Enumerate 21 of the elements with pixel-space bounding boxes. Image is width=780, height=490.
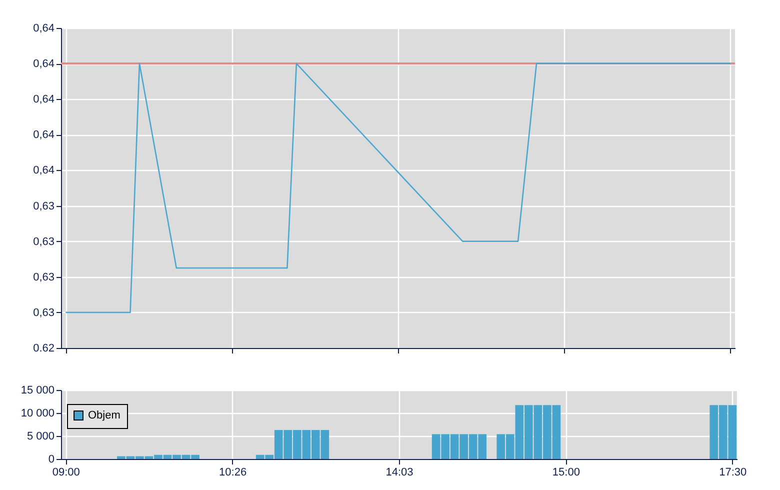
y-tick-label: 0,63	[33, 236, 54, 248]
y-tick-label: 10 000	[20, 408, 54, 420]
y-tick-label: 15 000	[20, 384, 54, 396]
line-series	[64, 62, 732, 314]
x-tick-label: 10:26	[219, 466, 247, 478]
y-tick-label: 0,64	[33, 22, 54, 34]
y-tick-label: 0	[48, 454, 54, 466]
y-tick-label: 0,63	[33, 200, 54, 212]
y-tick-label: 5 000	[26, 430, 54, 442]
x-tick-label: 09:00	[52, 466, 80, 478]
y-tick-label: 0,63	[33, 271, 54, 284]
legend-label: Objem	[88, 410, 120, 422]
y-tick-label: 0.62	[33, 342, 54, 354]
x-tick-label: 17:30	[719, 466, 747, 478]
x-tick-label: 15:00	[552, 466, 580, 478]
y-tick-label: 0,64	[33, 164, 54, 177]
y-tick-label: 0,64	[33, 58, 54, 70]
x-tick-label: 14:03	[386, 466, 414, 478]
y-tick-label: 0,64	[33, 129, 54, 142]
y-tick-label: 0,63	[33, 306, 54, 319]
y-tick-label: 0,64	[33, 94, 54, 106]
